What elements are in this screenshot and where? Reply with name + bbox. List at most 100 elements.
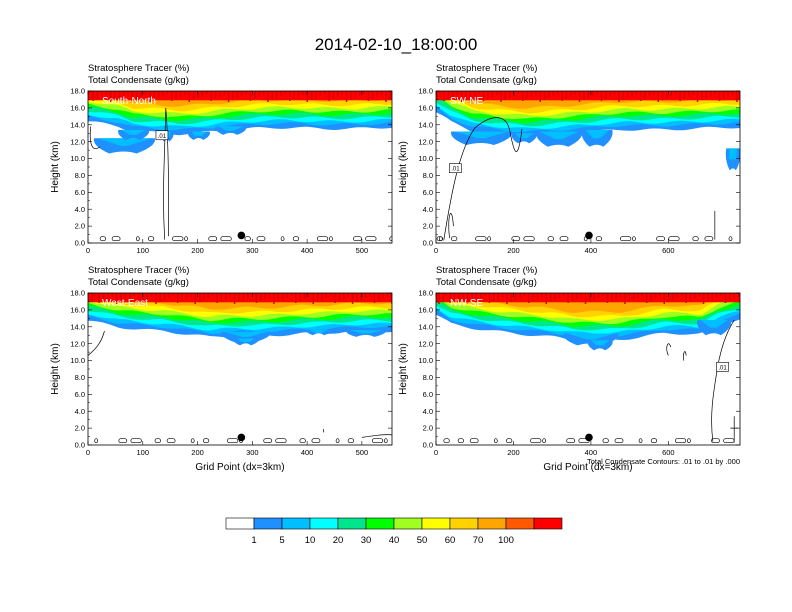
y-tick-label: 8.0	[423, 373, 433, 382]
tracer-streak	[102, 293, 105, 301]
panel-title-line2: Total Condensate (g/kg)	[88, 75, 189, 86]
panel-west-east: 0.0 2.0 4.0 6.0 8.0 10.0 12.0 14.0 16.0 18.0 0 100 2…	[50, 265, 393, 473]
tracer-streak	[727, 91, 729, 97]
tracer-streak	[264, 293, 266, 299]
panel-label: West-East	[102, 298, 148, 309]
tracer-streak	[514, 293, 517, 300]
tracer-streak	[227, 91, 230, 102]
tracer-streak	[107, 293, 109, 299]
contour-label-box	[716, 362, 729, 372]
condensate-contour	[353, 236, 362, 242]
tracer-field	[436, 91, 740, 171]
tracer-streak	[685, 293, 687, 303]
x-tick-label: 100	[137, 246, 150, 255]
tracer-streak	[184, 91, 186, 95]
y-tick-label: 18.0	[418, 87, 433, 96]
tracer-streak	[720, 293, 722, 296]
x-tick-label: 200	[507, 448, 520, 457]
condensate-contour	[451, 236, 458, 242]
tracer-streak	[672, 293, 674, 300]
tracer-streak	[364, 293, 367, 298]
tracer-streak	[563, 293, 565, 296]
tracer-streak	[552, 91, 555, 96]
tracer-streak	[111, 293, 113, 297]
x-tick-label: 0	[434, 448, 438, 457]
tracer-streak	[737, 293, 740, 297]
tracer-streak	[290, 293, 293, 296]
tracer-streak	[131, 91, 134, 101]
condensate-contours	[88, 330, 392, 444]
condensate-contour	[88, 330, 105, 356]
tracer-streak	[330, 293, 332, 296]
tracer-streak	[574, 91, 576, 95]
tracer-streak	[168, 293, 170, 298]
tracer-streak	[241, 91, 243, 96]
tracer-streak	[478, 91, 480, 94]
tracer-streak	[345, 91, 348, 102]
tracer-streak	[363, 91, 365, 94]
tracer-streak	[343, 293, 345, 299]
tracer-streak	[598, 293, 600, 298]
condensate-contour	[674, 438, 687, 444]
tracer-streak	[436, 91, 438, 100]
condensate-contour	[614, 438, 624, 444]
y-tick-label: 2.0	[75, 424, 85, 433]
y-tick-label: 2.0	[423, 222, 433, 231]
tracer-streak	[705, 91, 708, 98]
x-tick-label: 600	[662, 246, 675, 255]
tracer-blob-inner	[729, 148, 737, 160]
tracer-streak	[460, 91, 463, 102]
condensate-contour	[547, 236, 554, 242]
tracer-streak	[238, 293, 240, 302]
tracer-streak	[592, 91, 594, 96]
tracer-streak	[245, 91, 247, 94]
colorbar-label: 30	[361, 535, 372, 546]
tracer-streak	[115, 293, 118, 304]
condensate-contour	[602, 438, 609, 444]
tracer-blob-inner	[309, 330, 329, 333]
condensate-contour	[329, 236, 333, 242]
colorbar-label: 1	[251, 535, 256, 546]
tracer-streak	[185, 293, 188, 299]
y-tick-label: 16.0	[70, 305, 85, 314]
panel-sw-ne: .01 0.0 2.0 4.0 6.0 8.0 10.0 12.0 14.0 16.0 18.0 0 2…	[398, 63, 741, 255]
tracer-streak	[137, 293, 140, 303]
condensate-contours	[436, 117, 733, 242]
condensate-contour	[389, 236, 392, 242]
tracer-streak	[258, 91, 260, 97]
condensate-contour	[457, 438, 464, 444]
tracer-streak	[354, 91, 357, 98]
y-tick-label: 10.0	[418, 356, 433, 365]
condensate-contour	[523, 236, 535, 242]
tracer-streak	[438, 293, 440, 304]
colorbar-swatch	[505, 517, 535, 530]
tracer-streak	[236, 91, 239, 98]
condensate-contour	[89, 126, 101, 149]
tracer-streak	[578, 91, 581, 102]
tracer-streak	[267, 91, 269, 102]
panel-title-line2: Total Condensate (g/kg)	[436, 277, 537, 288]
tracer-field	[88, 293, 392, 346]
tracer-blob-inner	[349, 330, 383, 334]
condensate-contour	[711, 319, 735, 442]
tracer-streak	[683, 91, 686, 99]
x-tick-label: 500	[356, 246, 369, 255]
tracer-streak	[663, 293, 665, 304]
tracer-streak	[284, 91, 287, 94]
condensate-contour	[443, 117, 523, 241]
tracer-streak	[724, 293, 727, 303]
x-tick-label: 500	[356, 448, 369, 457]
tracer-streak	[129, 293, 131, 298]
condensate-contour	[566, 438, 576, 444]
y-tick-label: 4.0	[423, 205, 433, 214]
tracer-blob-inner	[539, 131, 579, 140]
tracer-streak	[545, 293, 547, 304]
y-tick-label: 14.0	[70, 322, 85, 331]
tracer-streak	[654, 293, 657, 299]
tracer-blob-inner	[236, 338, 256, 342]
tracer-streak	[718, 91, 721, 101]
condensate-contour	[263, 438, 273, 444]
location-marker	[237, 231, 246, 240]
tracer-streak	[334, 293, 336, 303]
tracer-streak	[453, 293, 456, 301]
